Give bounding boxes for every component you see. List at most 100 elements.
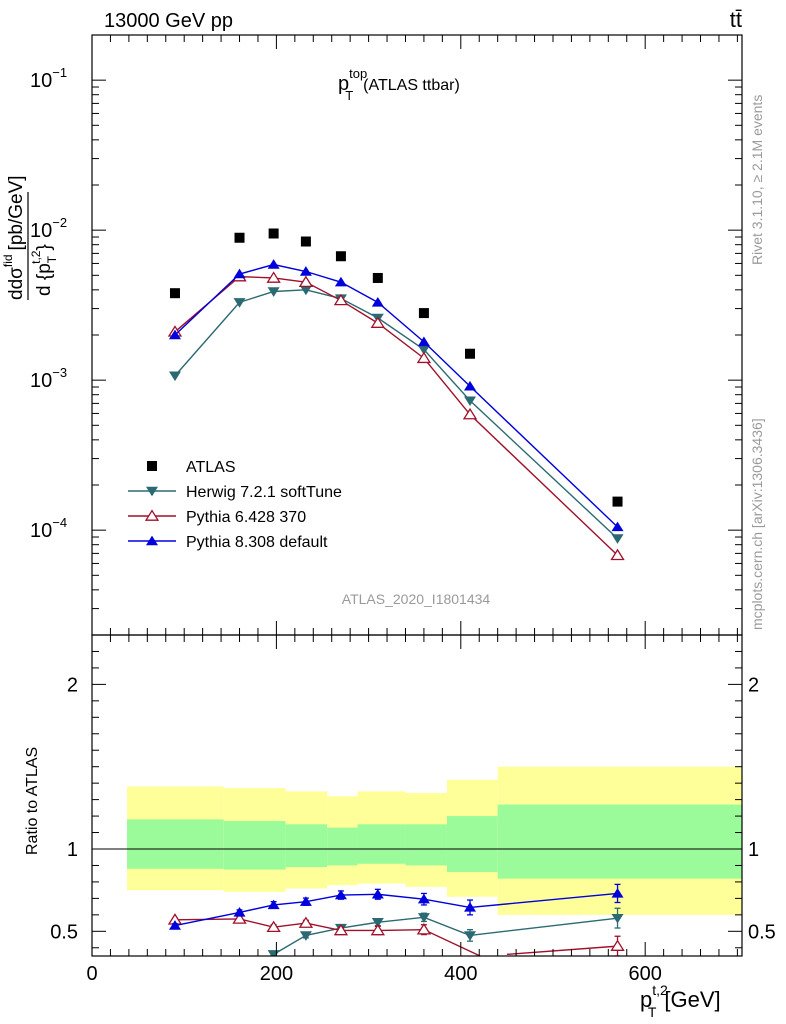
y-tick-label: 10−2	[30, 215, 67, 242]
pythia8-ratio-point	[168, 920, 181, 930]
svg-text:ddσfid[pb/GeV]: ddσfid [pb/GeV]	[1, 175, 27, 300]
ylabel-line1: dσ	[6, 267, 27, 290]
xlabel-sup: t,2	[652, 982, 668, 998]
inner-band	[497, 804, 742, 879]
pythia8-ratio-point	[334, 889, 347, 900]
pythia8-ratio-point	[233, 906, 246, 917]
herwig-ratio-point	[299, 931, 312, 941]
title-sub: T	[345, 88, 353, 103]
pythia8-ratio-point	[417, 893, 430, 904]
title-main: p	[338, 73, 349, 95]
pythia6-ratio-line	[174, 918, 482, 956]
ylabel-line1-sup: fid	[1, 254, 15, 267]
pythia8-point	[464, 380, 477, 391]
pythia6-point	[333, 293, 349, 306]
pythia6-ratio-point	[370, 923, 385, 936]
pythia6-ratio-point	[333, 923, 349, 936]
herwig-ratio-point	[464, 931, 477, 941]
herwig-point	[267, 287, 280, 297]
ratio-y-tick-label-right: 2	[748, 674, 759, 696]
herwig-ratio-point	[417, 913, 430, 923]
legend-label: ATLAS	[186, 459, 236, 476]
herwig-ratio-point	[611, 913, 624, 924]
inner-band	[357, 824, 406, 864]
herwig-point	[233, 298, 246, 308]
pythia6-point	[416, 351, 432, 364]
main-axis-ticks: 10−1 10−2 10−3 10−4	[30, 34, 742, 636]
pythia8-point	[233, 268, 246, 279]
main-series-layer	[167, 228, 625, 561]
herwig-ratio-line	[269, 916, 618, 956]
ylabel-line2-end: }	[34, 244, 55, 250]
ylabel-d: d	[6, 289, 27, 300]
legend-marker	[144, 509, 160, 521]
ratio-y-tick-label-right: 1	[748, 839, 759, 861]
pythia6-point	[610, 548, 625, 561]
pythia8-point	[371, 296, 384, 307]
herwig-point	[464, 396, 477, 407]
inner-band	[285, 824, 328, 868]
ratio-uncertainty-bands	[92, 766, 742, 915]
svg-text:d {pTt,2}: d {pTt,2}	[29, 244, 59, 296]
x-tick-label: 200	[260, 963, 293, 985]
title-suffix: (ATLAS ttbar)	[363, 77, 460, 94]
herwig-ratio-point	[371, 918, 384, 928]
pythia6-point	[370, 316, 385, 328]
pythia8-ratio-point	[299, 896, 312, 906]
inner-band	[405, 824, 447, 866]
ratio-series-layer	[167, 883, 625, 956]
data-point	[418, 308, 429, 319]
pythia8-point	[299, 266, 312, 276]
x-axis-label: pt,2 T [GeV]	[640, 982, 721, 1020]
pythia8-point	[611, 521, 624, 532]
legend-marker	[146, 486, 158, 497]
inner-band	[327, 827, 358, 866]
pythia8-ratio-point	[267, 899, 280, 910]
pythia6-ratio-point	[266, 920, 281, 933]
data-point	[612, 496, 623, 507]
main-plot-title: ptop T (ATLAS ttbar)	[338, 66, 460, 103]
herwig-ratio-point	[267, 950, 280, 956]
source-label: mcplots.cern.ch [arXiv:1306.3436]	[749, 418, 765, 630]
ratio-y-tick-label-right: 0.5	[748, 921, 776, 943]
pythia6-point	[462, 407, 478, 420]
x-tick-label: 400	[444, 963, 477, 985]
pythia6-point	[266, 271, 281, 283]
energy-label: 13000 GeV pp	[104, 10, 233, 32]
pythia6-ratio-point	[298, 916, 314, 928]
herwig-point	[168, 371, 181, 382]
ratio-y-tick-label: 1	[67, 839, 78, 861]
herwig-point	[299, 285, 312, 296]
xlabel-main: p	[640, 987, 652, 1012]
data-point	[268, 228, 279, 239]
inner-band	[127, 819, 224, 869]
legend-label: Herwig 7.2.1 softTune	[186, 484, 342, 501]
process-label: tt̄	[730, 7, 742, 32]
legend: ATLAS Herwig 7.2.1 softTune Pythia 6.428 3…	[128, 459, 342, 551]
pythia8-ratio-point	[611, 888, 624, 898]
y-tick-label: 10−3	[30, 365, 67, 392]
inner-band	[223, 821, 286, 870]
pythia6-ratio-line	[506, 945, 618, 956]
herwig-point	[611, 534, 624, 544]
pythia8-point	[267, 259, 280, 269]
ratio-frame	[91, 634, 743, 957]
data-point	[234, 232, 245, 243]
ylabel-line1-unit: [pb/GeV]	[6, 175, 27, 250]
herwig-point	[417, 345, 430, 355]
inner-band	[446, 816, 498, 873]
ratio-axis-ticks: 0.5 0.5 1 1 2 2 0 200 400 600	[50, 635, 776, 985]
pythia6-ratio-point	[232, 912, 247, 924]
ratio-y-tick-label: 0.5	[50, 921, 78, 943]
y-tick-label: 10−1	[30, 65, 67, 92]
legend-marker	[146, 535, 158, 546]
data-point	[300, 236, 311, 247]
legend-marker	[147, 461, 157, 471]
data-point	[169, 288, 180, 299]
pythia8-point	[334, 276, 347, 287]
pythia6-ratio-point	[610, 939, 625, 951]
main-y-axis-label: ddσfid [pb/GeV] d {pTt,2}	[1, 175, 59, 300]
pythia6-ratio-point	[416, 923, 432, 935]
data-point	[465, 348, 476, 359]
